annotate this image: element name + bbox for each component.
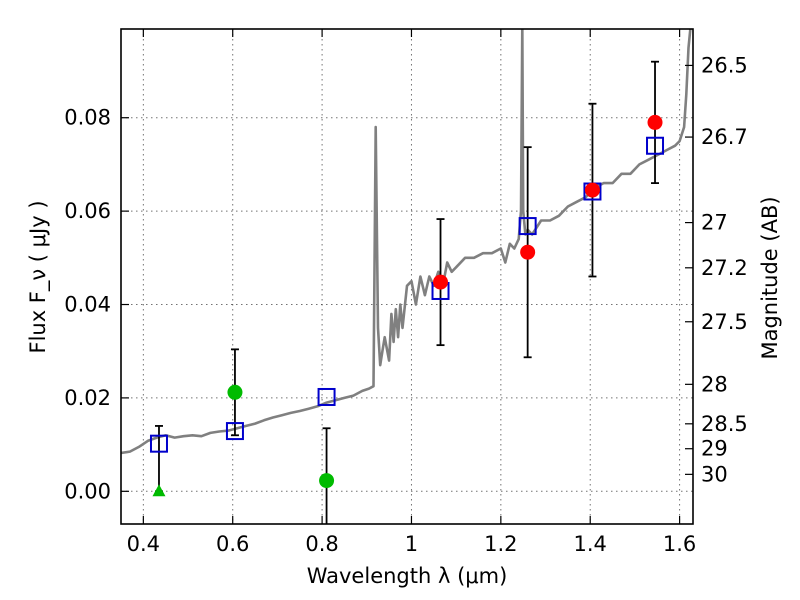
mag-tick-label: 27 xyxy=(701,211,728,235)
model-point xyxy=(518,217,537,236)
spectrum-line xyxy=(121,29,692,455)
x-axis-label: Wavelength λ (μm) xyxy=(307,564,508,588)
mag-tick-label: 28 xyxy=(701,372,728,396)
y-tick-label: 0.00 xyxy=(64,479,111,503)
plot-area xyxy=(121,29,692,524)
mag-tick-label: 27.5 xyxy=(701,310,748,334)
model-point xyxy=(149,434,168,453)
x-tick-label: 1.4 xyxy=(574,532,607,556)
y2-axis-label: Magnitude (AB) xyxy=(758,196,782,359)
plot-frame xyxy=(120,28,694,525)
y-tick-label: 0.04 xyxy=(64,293,111,317)
x-tick-label: 0.6 xyxy=(216,532,249,556)
x-tick-label: 1.6 xyxy=(663,532,696,556)
mag-tick-label: 29 xyxy=(701,437,728,461)
x-tick-label: 1 xyxy=(405,532,418,556)
x-tick-label: 0.4 xyxy=(127,532,160,556)
y-tick-label: 0.06 xyxy=(64,199,111,223)
y-tick-label: 0.08 xyxy=(64,106,111,130)
upper-limit-marker xyxy=(152,484,166,497)
detection-point xyxy=(647,114,663,130)
mag-tick-label: 30 xyxy=(701,462,728,486)
y-tick-label: 0.02 xyxy=(64,386,111,410)
axis-ticks xyxy=(121,29,693,524)
model-point xyxy=(646,136,665,155)
mag-tick-label: 28.5 xyxy=(701,412,748,436)
optical-point xyxy=(319,473,335,489)
tick-labels: 0.4 0.6 0.8 1 1.2 1.4 1.6 0.00 0.02 0.04 0.06 0.08 2… xyxy=(64,53,748,556)
grid-lines xyxy=(121,29,693,524)
mag-tick-label: 26.7 xyxy=(701,125,748,149)
detection-point xyxy=(520,244,536,260)
mag-tick-label: 27.2 xyxy=(701,256,748,280)
detection-point xyxy=(433,274,449,290)
x-tick-label: 1.2 xyxy=(484,532,517,556)
model-point xyxy=(317,387,336,406)
detection-point xyxy=(584,182,600,198)
y-axis-label: Flux F_ν ( μJy ) xyxy=(26,200,51,353)
mag-tick-label: 26.5 xyxy=(701,53,748,77)
optical-point xyxy=(227,384,243,400)
x-tick-label: 0.8 xyxy=(305,532,338,556)
model-point xyxy=(225,422,244,441)
